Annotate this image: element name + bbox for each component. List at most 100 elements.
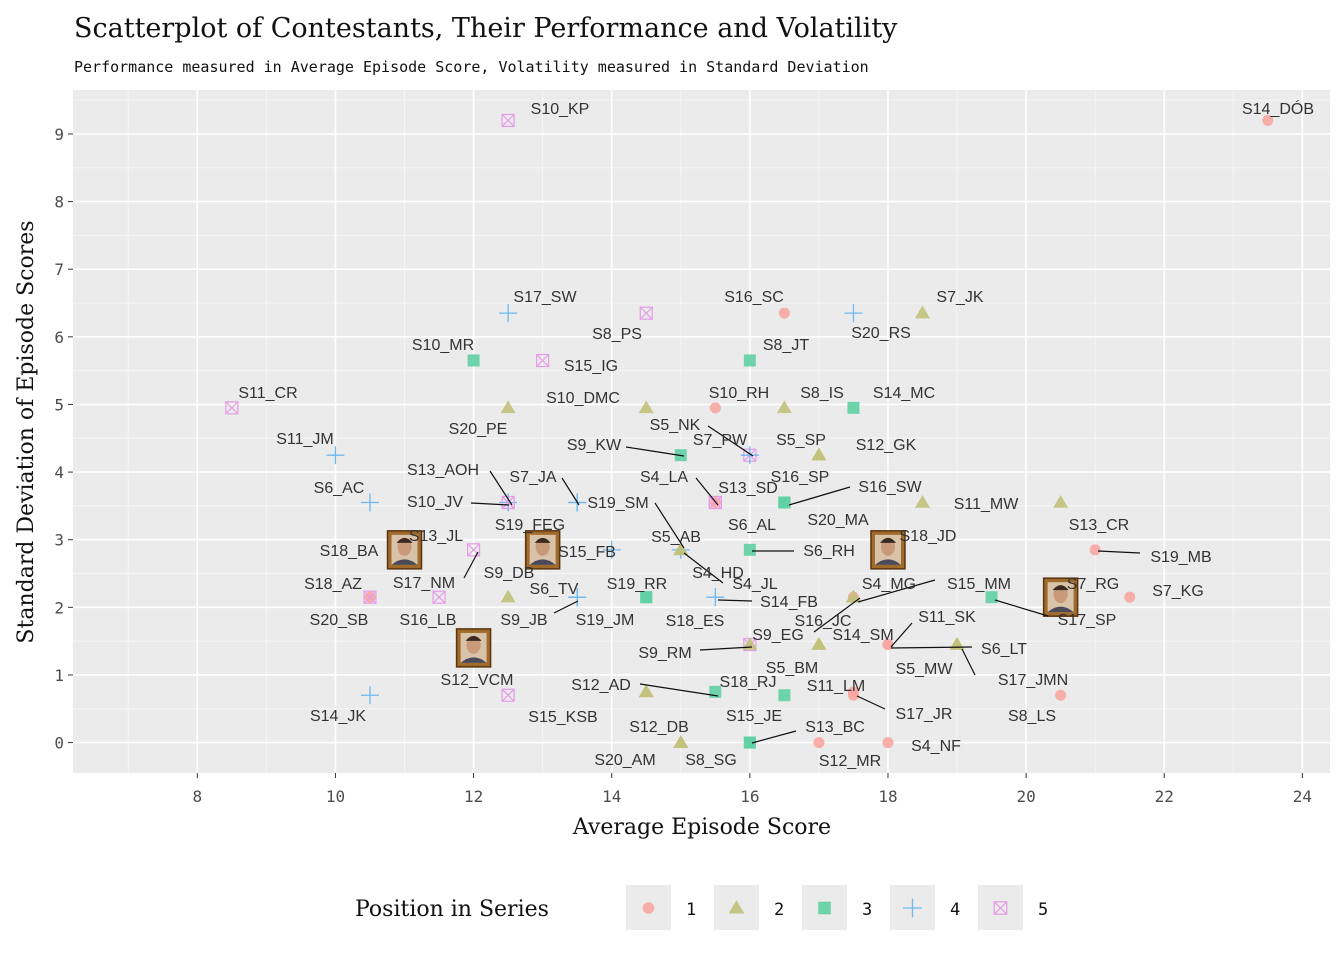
x-axis-ticks: 8 10 12 14 16 18 20 22 24 xyxy=(192,773,1312,806)
x-tick-label: 14 xyxy=(602,787,621,806)
point-label: S9_EG xyxy=(752,627,804,644)
point-label: S20_PE xyxy=(449,421,508,438)
point-label: S10_DMC xyxy=(546,390,620,407)
data-point xyxy=(776,400,792,414)
label-leader-line xyxy=(961,648,976,676)
contestant-photo xyxy=(524,530,561,570)
data-point xyxy=(638,684,654,698)
point-label: S20_RS xyxy=(851,325,911,342)
point-label: S5_MW xyxy=(896,661,954,678)
point-label: S14_DÓB xyxy=(1242,99,1314,118)
x-tick-label: 12 xyxy=(464,787,483,806)
data-point xyxy=(1262,114,1274,126)
data-point xyxy=(778,307,790,319)
data-point xyxy=(811,447,827,461)
legend: Position in Series 1 2 3 4 5 xyxy=(355,885,1048,930)
label-leader-line xyxy=(856,695,886,710)
x-tick-label: 18 xyxy=(878,787,897,806)
point-label: S15_IG xyxy=(564,358,618,375)
data-point xyxy=(640,591,653,604)
contestant-photo xyxy=(386,530,423,570)
point-label: S9_JB xyxy=(500,612,547,629)
chart-title: Scatterplot of Contestants, Their Perfor… xyxy=(74,13,898,44)
photo-markers xyxy=(386,530,1079,668)
point-label: S7_RG xyxy=(1067,576,1119,593)
point-label: S14_SM xyxy=(832,627,893,644)
point-label: S7_KG xyxy=(1152,583,1204,600)
data-point xyxy=(742,637,758,650)
point-label: S19_RR xyxy=(607,576,667,593)
point-label: S14_JK xyxy=(310,708,366,725)
legend-label: 4 xyxy=(950,900,960,920)
legend-title: Position in Series xyxy=(355,897,549,922)
y-tick-label: 9 xyxy=(54,125,64,144)
data-point xyxy=(500,589,516,603)
label-leader-line xyxy=(717,599,753,602)
y-tick-label: 2 xyxy=(54,598,64,617)
point-label: S18_BA xyxy=(320,543,379,560)
point-label: S14_FB xyxy=(760,594,818,611)
point-label: S8_LS xyxy=(1008,708,1056,725)
point-label: S18_RJ xyxy=(720,674,777,691)
point-label: S4_JL xyxy=(732,576,777,593)
point-label: S15_FB xyxy=(558,544,616,561)
label-leader-line xyxy=(890,646,973,649)
legend-marker xyxy=(903,898,922,918)
legend-item: 3 xyxy=(802,885,872,930)
chart-subtitle: Performance measured in Average Episode … xyxy=(74,58,869,76)
data-point xyxy=(844,304,863,323)
point-label: S10_RH xyxy=(709,385,769,402)
point-label: S17_JMN xyxy=(998,672,1068,689)
y-tick-label: 8 xyxy=(54,193,64,212)
label-leader-line xyxy=(890,622,913,648)
point-label: S16_SC xyxy=(724,289,784,306)
legend-marker xyxy=(642,902,655,914)
point-label: S13_CR xyxy=(1069,517,1129,534)
data-point xyxy=(501,113,515,128)
data-point xyxy=(467,354,480,367)
label-leader-line xyxy=(857,579,936,603)
point-label: S12_AD xyxy=(571,677,631,694)
data-point xyxy=(638,400,654,414)
point-label: S16_LB xyxy=(400,612,457,629)
data-point xyxy=(1089,544,1101,556)
point-label: S7_JA xyxy=(509,469,556,486)
data-point xyxy=(673,735,689,748)
legend-label: 3 xyxy=(862,900,872,920)
point-label: S12_VCM xyxy=(441,672,514,689)
data-point xyxy=(360,493,379,512)
point-label: S9_RM xyxy=(638,645,691,662)
data-point xyxy=(778,496,791,509)
data-point xyxy=(882,639,894,651)
data-point xyxy=(778,689,791,702)
y-tick-label: 7 xyxy=(54,260,64,279)
data-point xyxy=(985,591,998,604)
point-label: S19_FEG xyxy=(495,517,565,534)
data-point xyxy=(500,400,516,414)
point-label: S17_JR xyxy=(896,706,953,723)
label-leader-line xyxy=(683,552,724,584)
point-label: S12_DB xyxy=(629,719,689,736)
legend-marker xyxy=(728,900,745,914)
data-point xyxy=(882,737,894,749)
point-label: S15_MM xyxy=(947,576,1011,593)
y-tick-label: 1 xyxy=(54,666,64,685)
point-label: S11_MW xyxy=(954,496,1020,513)
grid-minor xyxy=(73,90,1330,773)
x-tick-label: 10 xyxy=(326,787,345,806)
point-label: S7_PW xyxy=(693,432,748,449)
point-label: S11_SK xyxy=(918,609,976,626)
label-leader-line xyxy=(470,502,510,506)
grid-major xyxy=(73,90,1330,773)
point-label: S17_SP xyxy=(1058,612,1117,629)
point-label: S20_MA xyxy=(807,512,869,529)
data-point xyxy=(568,588,587,607)
point-label: S9_KW xyxy=(567,437,622,454)
data-point xyxy=(432,590,446,604)
x-tick-label: 8 xyxy=(192,787,202,806)
data-point xyxy=(915,495,931,508)
y-tick-label: 3 xyxy=(54,531,64,550)
point-labels: S14_DÓB S10_KP S17_SW S16_SC S7_JK S8_PS S20_R… xyxy=(238,99,1314,770)
point-label: S19_JM xyxy=(576,612,635,629)
legend-item: 4 xyxy=(890,885,960,930)
